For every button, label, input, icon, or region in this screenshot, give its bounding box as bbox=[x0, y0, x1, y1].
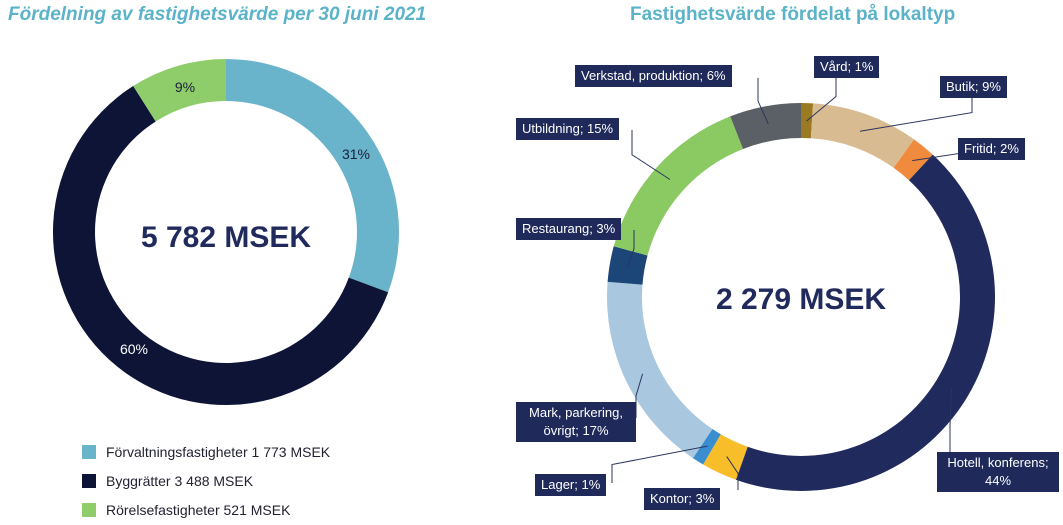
legend-label-byggratter: Byggrätter 3 488 MSEK bbox=[106, 472, 254, 489]
chart-title-value-distribution: Fördelning av fastighetsvärde per 30 jun… bbox=[8, 4, 427, 25]
callout-lager: Lager; 1% bbox=[535, 474, 607, 496]
callout-verkstad: Verkstad, produktion; 6% bbox=[575, 65, 732, 87]
callout-mark: Mark, parkering, övrigt; 17% bbox=[516, 402, 636, 442]
leader-line-lager bbox=[611, 445, 708, 483]
slice-pct-label-rorelse: 9% bbox=[175, 79, 195, 95]
left-donut-center-label: 5 782 MSEK bbox=[141, 221, 311, 254]
chart-title-property-type: Fastighetsvärde fördelat på lokaltyp bbox=[630, 4, 956, 25]
donut-slice-restaurang bbox=[607, 246, 648, 285]
leader-line-butik bbox=[859, 94, 973, 132]
left-chart-legend: Förvaltningsfastigheter 1 773 MSEK Byggr… bbox=[82, 437, 330, 524]
legend-swatch-rorelse bbox=[82, 502, 96, 517]
slice-pct-label-forvaltning: 31% bbox=[342, 146, 370, 162]
donut-slice-fritid bbox=[893, 139, 933, 181]
donut-slice-butik bbox=[810, 103, 915, 168]
legend-swatch-forvaltning bbox=[82, 444, 96, 459]
leader-line-vard bbox=[806, 72, 837, 122]
leader-line-kontor bbox=[726, 456, 739, 490]
leader-line-utbildning bbox=[631, 130, 671, 180]
callout-restaurang: Restaurang; 3% bbox=[516, 218, 622, 240]
leader-line-mark bbox=[635, 373, 644, 418]
donut-slice-mark bbox=[607, 281, 713, 459]
leader-line-restaurang bbox=[627, 230, 635, 268]
leader-line-verkstad bbox=[757, 78, 769, 125]
callout-hotell: Hotell, konferens; 44% bbox=[937, 452, 1059, 492]
right-donut-center-label: 2 279 MSEK bbox=[716, 283, 886, 316]
callout-fritid: Fritid; 2% bbox=[958, 138, 1025, 160]
legend-swatch-byggratter bbox=[82, 473, 96, 488]
legend-label-rorelse: Rörelsefastigheter 521 MSEK bbox=[106, 501, 291, 518]
donut-slice-forvaltningsfastigheter bbox=[226, 59, 399, 293]
donut-slice-hotell bbox=[735, 154, 995, 491]
callout-vard: Vård; 1% bbox=[814, 56, 880, 78]
donut-slice-kontor bbox=[703, 434, 748, 480]
donut-slice-rorelsefastigheter bbox=[133, 59, 226, 122]
callout-butik: Butik; 9% bbox=[940, 76, 1007, 98]
donut-slice-verkstad bbox=[730, 103, 801, 149]
callout-utbildning: Utbildning; 15% bbox=[516, 118, 620, 140]
legend-label-forvaltning: Förvaltningsfastigheter 1 773 MSEK bbox=[106, 443, 331, 460]
legend-item-rorelse: Rörelsefastigheter 521 MSEK bbox=[82, 495, 330, 524]
legend-item-byggratter: Byggrätter 3 488 MSEK bbox=[82, 466, 330, 495]
leader-line-hotell bbox=[949, 388, 953, 462]
donut-slice-utbildning bbox=[613, 116, 744, 256]
slice-pct-label-byggratter: 60% bbox=[120, 341, 148, 357]
callout-kontor: Kontor; 3% bbox=[644, 488, 721, 510]
legend-item-forvaltning: Förvaltningsfastigheter 1 773 MSEK bbox=[82, 437, 330, 466]
